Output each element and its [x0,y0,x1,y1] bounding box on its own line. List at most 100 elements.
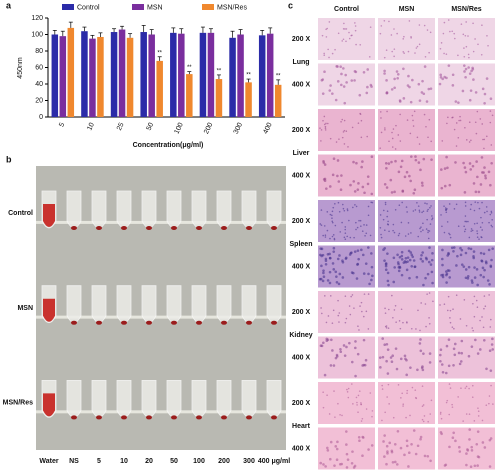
nucleus [438,82,442,86]
nucleus [387,223,390,226]
nucleus [343,129,346,132]
nucleus [443,52,445,55]
nucleus [344,226,347,228]
nucleus [384,312,387,314]
nucleus [383,259,386,262]
nucleus [393,86,396,90]
nucleus [386,210,389,213]
nucleus [370,252,373,255]
nucleus [400,250,404,254]
nucleus [348,31,350,34]
nucleus [464,220,466,223]
nucleus [320,129,323,131]
nucleus [460,248,464,252]
nucleus [488,349,492,352]
nucleus [470,345,474,348]
nucleus [471,229,474,232]
nucleus [344,257,348,260]
nucleus [384,162,388,165]
nucleus [447,116,449,119]
tube-label: 20 [145,458,153,465]
nucleus [328,89,332,92]
nucleus [439,348,443,352]
nucleus [428,317,430,319]
nucleus [358,93,362,97]
nucleus [386,252,389,256]
nucleus [468,387,470,390]
nucleus [343,101,347,105]
nucleus [443,205,445,207]
micrograph [378,63,435,106]
nucleus [448,276,452,279]
nucleus [467,66,470,69]
nucleus [419,435,423,439]
nucleus [465,21,467,23]
nucleus [460,263,464,266]
nucleus [409,179,412,183]
nucleus [463,47,465,49]
nucleus [335,275,338,278]
tube [266,190,282,229]
nucleus [412,210,415,212]
nucleus [365,408,368,410]
nucleus [469,168,473,171]
nucleus [384,325,387,328]
row-label: Control [8,210,33,217]
nucleus [361,253,365,257]
nucleus [380,233,382,236]
y-tick-label: 120 [31,15,43,22]
micrograph [378,427,435,470]
nucleus [490,212,493,214]
pellet [71,415,77,420]
nucleus [349,236,352,239]
nucleus [452,246,456,249]
nucleus [340,72,343,76]
nucleus [474,38,476,40]
nucleus [487,248,491,252]
nucleus [421,405,424,408]
nucleus [465,45,468,48]
error-bar [246,78,251,83]
nucleus [383,343,387,346]
nucleus [391,50,393,53]
legend-label: Control [77,4,100,11]
pellet [121,415,127,420]
pellet [71,320,77,325]
nucleus [464,170,468,174]
nucleus [481,266,485,270]
nucleus [391,137,394,140]
nucleus [474,190,478,194]
nucleus [336,174,339,178]
nucleus [465,139,468,141]
magnification-label: 400 X [292,354,311,361]
nucleus [361,310,363,313]
nucleus [331,262,335,265]
nucleus [443,464,447,467]
bar [59,36,67,117]
pellet [146,226,152,230]
nucleus [427,229,429,232]
error-bar [120,25,125,30]
nucleus [354,204,356,206]
micrograph [378,109,435,151]
nucleus [338,321,340,323]
nucleus [446,309,449,312]
nucleus [350,295,352,298]
nucleus [345,40,347,43]
nucleus [396,76,399,80]
nucleus [390,88,394,91]
nucleus [331,220,334,223]
nucleus [425,228,428,230]
micrograph [318,63,375,106]
nucleus [453,327,455,330]
nucleus [334,224,337,227]
nucleus [323,373,327,377]
nucleus [328,256,332,260]
error-bar [260,30,265,36]
nucleus [439,73,443,77]
legend-label: MSN/Res [217,4,247,11]
nucleus [421,365,424,368]
nucleus [366,182,370,186]
bar [186,74,193,117]
